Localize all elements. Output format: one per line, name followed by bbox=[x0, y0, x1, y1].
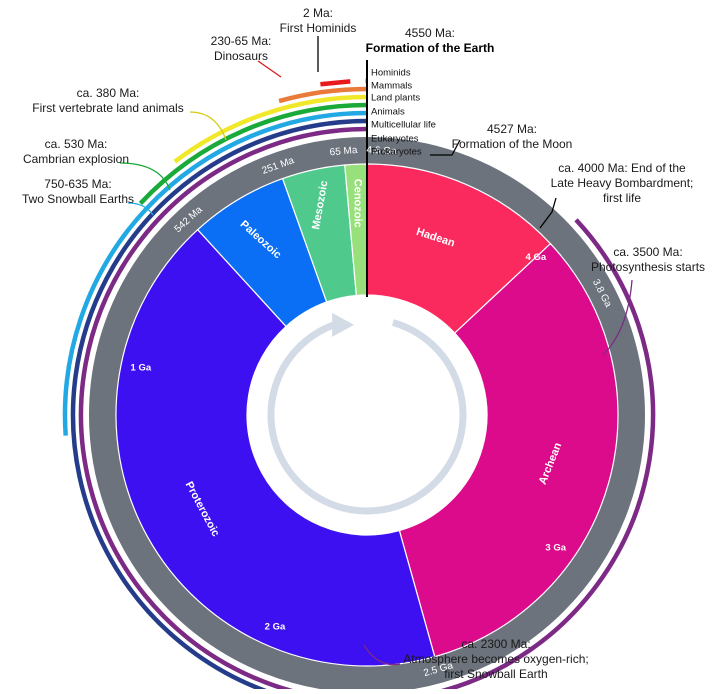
event-oxygen-line-0: ca. 2300 Ma: bbox=[461, 637, 530, 651]
center-disc bbox=[248, 296, 486, 534]
event-hominids-line-1: First Hominids bbox=[280, 21, 357, 35]
event-late-heavy-bombardment-line-2: first life bbox=[603, 191, 641, 205]
event-oxygen-line-2: first Snowball Earth bbox=[444, 667, 547, 681]
event-snowball-line-1: Two Snowball Earths bbox=[22, 192, 134, 206]
eon-label-cenozoic: Cenozoic bbox=[351, 179, 363, 228]
event-formation-moon-line-0: 4527 Ma: bbox=[487, 122, 537, 136]
event-dinosaurs-line-0: 230-65 Ma: bbox=[211, 34, 272, 48]
center bbox=[248, 296, 486, 534]
band-hominids-tick bbox=[320, 81, 350, 84]
event-snowball-line-0: 750-635 Ma: bbox=[44, 177, 111, 191]
event-cambrian-line-1: Cambrian explosion bbox=[23, 152, 129, 166]
leader-dinosaurs bbox=[258, 61, 281, 77]
event-photosynthesis-line-1: Photosynthesis starts bbox=[591, 260, 705, 274]
event-formation-moon-line-1: Formation of the Moon bbox=[452, 137, 573, 151]
event-land-animals-line-1: First vertebrate land animals bbox=[32, 101, 183, 115]
event-cambrian-line-0: ca. 530 Ma: bbox=[45, 137, 108, 151]
band-label-eukaryotes: Eukaryotes bbox=[371, 134, 419, 145]
leader-land-animals bbox=[190, 112, 226, 140]
event-land-animals-line-0: ca. 380 Ma: bbox=[77, 86, 140, 100]
band-label-animals: Animals bbox=[371, 107, 405, 118]
event-formation-earth-line-1: Formation of the Earth bbox=[366, 41, 495, 55]
event-formation-earth-line-0: 4550 Ma: bbox=[405, 26, 455, 40]
event-late-heavy-bombardment-line-1: Late Heavy Bombardment; bbox=[551, 176, 694, 190]
band-label-mammals: Mammals bbox=[371, 81, 412, 92]
inner-label-1ga: 1 Ga bbox=[131, 363, 152, 374]
band-label-land-plants: Land plants bbox=[371, 93, 420, 104]
event-dinosaurs-line-1: Dinosaurs bbox=[214, 49, 268, 63]
band-label-prokaryotes: Prokaryotes bbox=[371, 147, 422, 158]
band-label-multicellular: Multicellular life bbox=[371, 120, 436, 131]
event-hominids-line-0: 2 Ma: bbox=[303, 6, 333, 20]
inner-label-2ga: 2 Ga bbox=[265, 621, 286, 632]
inner-label-3ga: 3 Ga bbox=[545, 543, 566, 554]
event-photosynthesis-line-0: ca. 3500 Ma: bbox=[613, 245, 682, 259]
event-oxygen-line-1: Atmosphere becomes oxygen-rich; bbox=[403, 652, 588, 666]
band-label-hominids: Hominids bbox=[371, 68, 411, 79]
inner-label-4ga: 4 Ga bbox=[526, 252, 547, 263]
leader-cambrian bbox=[120, 163, 170, 190]
event-late-heavy-bombardment-line-0: ca. 4000 Ma: End of the bbox=[558, 161, 686, 175]
